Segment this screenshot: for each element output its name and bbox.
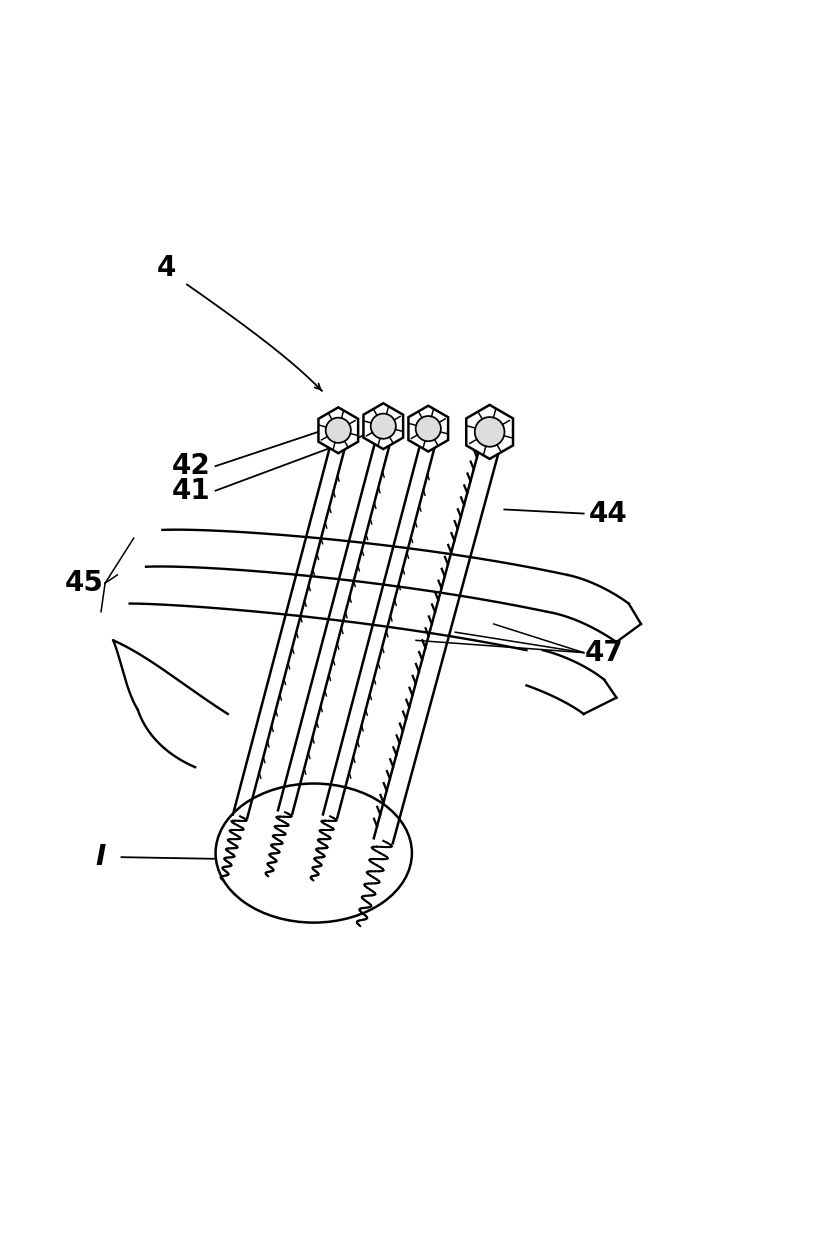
Polygon shape: [409, 406, 448, 452]
Circle shape: [371, 413, 396, 439]
Text: 42: 42: [171, 452, 210, 480]
Text: 47: 47: [585, 639, 623, 666]
Polygon shape: [364, 403, 404, 449]
Text: 4: 4: [156, 255, 176, 282]
Text: I: I: [96, 844, 106, 871]
Circle shape: [325, 418, 351, 443]
Text: 41: 41: [171, 477, 210, 504]
Text: 45: 45: [65, 569, 104, 597]
Polygon shape: [466, 404, 513, 459]
Circle shape: [416, 416, 441, 442]
Text: 44: 44: [589, 499, 627, 528]
Circle shape: [475, 417, 504, 447]
Polygon shape: [319, 407, 358, 453]
